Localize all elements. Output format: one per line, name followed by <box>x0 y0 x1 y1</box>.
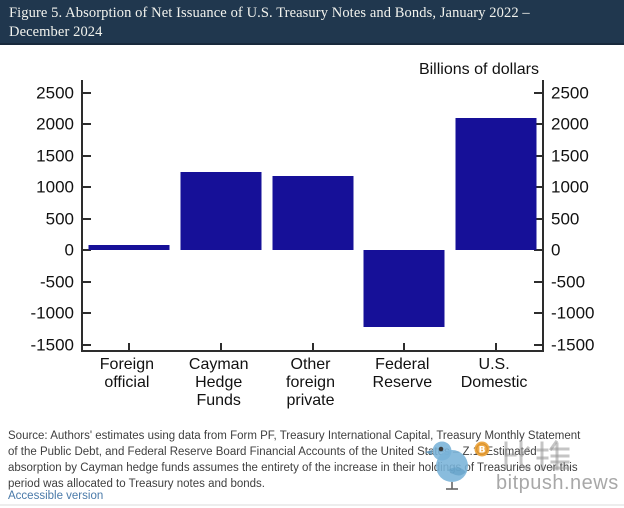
y-axis-tick-left <box>83 249 91 252</box>
bar-u-s-domestic <box>455 117 537 251</box>
y-axis-label-right-1000: 1000 <box>551 177 589 197</box>
y-axis-label-left-500: 500 <box>45 209 74 229</box>
y-axis-label-right--500: -500 <box>551 272 586 292</box>
x-axis-tick <box>127 343 130 350</box>
y-axis-tick-right <box>534 312 542 315</box>
y-axis-tick-left <box>83 280 91 283</box>
x-axis-label-cayman-hedge-funds: Cayman Hedge Funds <box>188 356 249 409</box>
y-axis-tick-left <box>83 312 91 315</box>
x-axis-label-federal-reserve: Federal Reserve <box>372 356 433 391</box>
y-axis-label-left--1000: -1000 <box>30 303 74 323</box>
y-axis-tick-right <box>534 249 542 252</box>
y-axis-label-left--500: -500 <box>39 272 74 292</box>
plot-area: 2500 2500 2000 2000 1500 1500 1000 1000 500 500 0 0… <box>31 80 594 353</box>
y-axis-label-left-1000: 1000 <box>36 177 74 197</box>
y-axis-tick-right <box>534 123 542 126</box>
y-axis-label-right-1500: 1500 <box>551 146 589 166</box>
y-axis-label-left-1500: 1500 <box>36 146 74 166</box>
source-note: Source: Authors' estimates using data fr… <box>8 430 581 490</box>
figure-title-bar: Figure 5. Absorption of Net Issuance of … <box>0 0 624 45</box>
figure-title: Figure 5. Absorption of Net Issuance of … <box>9 5 530 40</box>
y-axis-label-left-2000: 2000 <box>36 114 74 134</box>
y-axis-tick-left <box>83 217 91 220</box>
y-axis-label-left-0: 0 <box>64 240 74 260</box>
y-axis-label-right--1000: -1000 <box>551 303 595 323</box>
y-axis-label-right-0: 0 <box>551 240 561 260</box>
y-axis-label-right--1500: -1500 <box>551 335 595 355</box>
bottom-divider <box>0 504 624 506</box>
y-axis-tick-right <box>534 154 542 157</box>
bar-cayman-hedge-funds <box>180 172 262 251</box>
accessible-version-link[interactable]: Accessible version <box>8 490 104 502</box>
x-axis-tick <box>403 343 406 350</box>
x-axis-labels: Foreign official Cayman Hedge Funds Other … <box>81 356 540 418</box>
x-axis-tick <box>219 343 222 350</box>
x-axis-tick <box>495 343 498 350</box>
y-axis-label-right-500: 500 <box>551 209 580 229</box>
bar-other-foreign-private <box>272 175 353 251</box>
y-axis-tick-right <box>534 280 542 283</box>
y-axis-tick-right <box>534 91 542 94</box>
x-axis-label-other-foreign-private: Other foreign private <box>286 356 335 409</box>
y-axis-label-right-2500: 2500 <box>551 83 589 103</box>
y-axis-tick-right <box>534 343 542 346</box>
y-axis-tick-left <box>83 343 91 346</box>
x-axis-label-u-s-domestic: U.S. Domestic <box>460 356 528 391</box>
y-axis-tick-left <box>83 186 91 189</box>
y-axis-tick-right <box>534 217 542 220</box>
y-axis-label-left--1500: -1500 <box>30 335 74 355</box>
y-axis-tick-left <box>83 91 91 94</box>
y-axis-title: Billions of dollars <box>418 61 539 78</box>
y-axis-label-left-2500: 2500 <box>36 83 74 103</box>
x-axis-tick <box>311 343 314 350</box>
bar-federal-reserve <box>363 250 445 327</box>
x-axis-label-foreign-official: Foreign official <box>99 356 155 391</box>
bar-foreign-official <box>88 245 170 251</box>
y-axis-label-right-2000: 2000 <box>551 114 589 134</box>
y-axis-tick-left <box>83 154 91 157</box>
y-axis-tick-right <box>534 186 542 189</box>
y-axis-tick-left <box>83 123 91 126</box>
